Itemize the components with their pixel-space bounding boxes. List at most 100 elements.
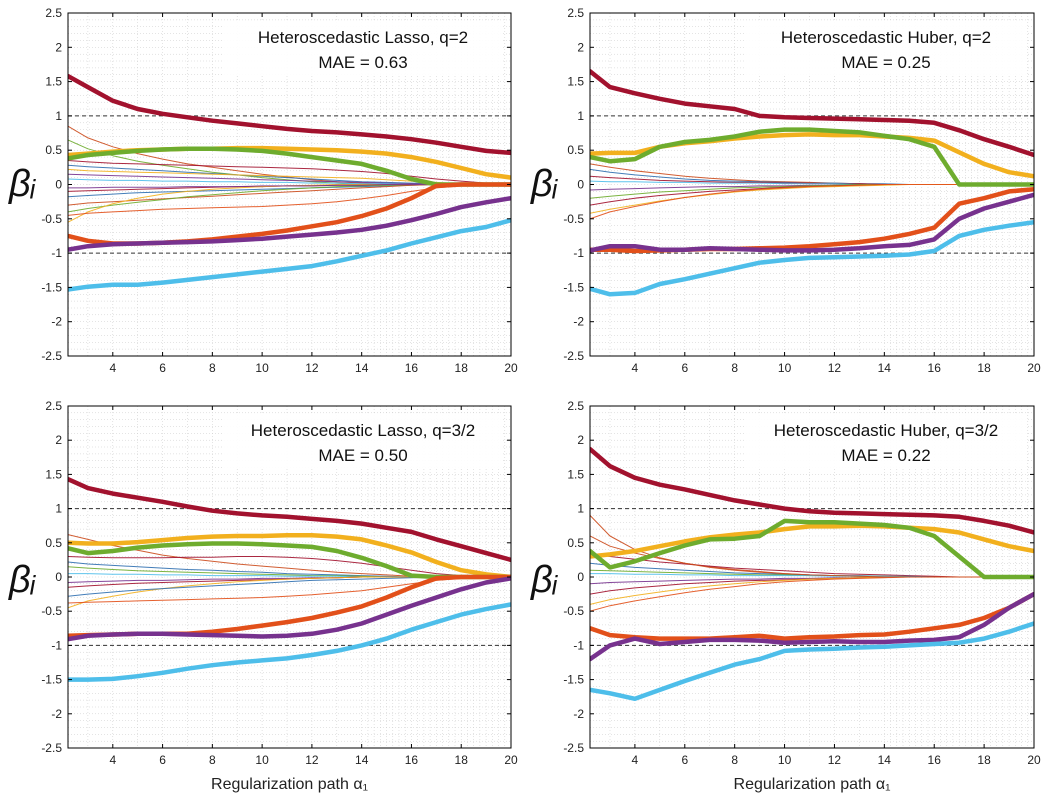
series-line-4 — [590, 187, 1034, 254]
series-line-4 — [68, 574, 511, 639]
y-tick-label: -1 — [51, 246, 62, 260]
series-line-18 — [68, 184, 511, 223]
series-line-9 — [68, 160, 511, 185]
x-tick-label: 16 — [928, 753, 942, 767]
series-line-5 — [68, 576, 511, 642]
series-line-8 — [68, 556, 511, 578]
y-tick-label: -2.5 — [563, 741, 584, 755]
series-line-6 — [68, 217, 511, 292]
series-group — [590, 69, 1034, 297]
y-tick-label: 1 — [577, 109, 584, 123]
series-line-13 — [590, 576, 1034, 595]
series-line-6 — [590, 621, 1034, 702]
x-tick-label: 18 — [455, 753, 469, 767]
y-tick-label: 0 — [55, 570, 62, 584]
y-tick-label: -1.5 — [563, 673, 584, 687]
chart-panel-2: -2.5 -2 -1.5 -1 -0.5 0 0.5 1 1.5 2 2.5 4 6 8 10 12 14 16 1… — [530, 6, 1041, 375]
y-tick-label: 1 — [577, 502, 584, 516]
y-tick-label: 2 — [55, 40, 62, 54]
y-tick-label: 0 — [55, 178, 62, 192]
x-tick-label: 10 — [255, 753, 269, 767]
x-tick-label: 18 — [977, 753, 991, 767]
x-tick-label: 20 — [1027, 361, 1041, 375]
chart-panel-1: -2.5 -2 -1.5 -1 -0.5 0 0.5 1 1.5 2 2.5 4 6 8 10 12 14 16 1… — [8, 6, 518, 375]
y-tick-label: 2.5 — [45, 399, 62, 413]
y-tick-label: 2.5 — [567, 399, 584, 413]
x-tick-label: 14 — [355, 361, 369, 375]
y-tick-label: -1 — [573, 246, 584, 260]
y-tick-label: -1.5 — [41, 673, 62, 687]
series-line-4 — [590, 591, 1034, 641]
x-tick-label: 18 — [977, 361, 991, 375]
y-tick-label: 0.5 — [45, 143, 62, 157]
x-tick-label: 8 — [209, 361, 216, 375]
chart-subtitle: MAE = 0.22 — [841, 446, 930, 465]
series-line-6 — [68, 602, 511, 682]
title-box — [746, 21, 1026, 75]
x-tick-label: 4 — [109, 361, 116, 375]
x-tick-label: 10 — [255, 361, 269, 375]
series-line-6 — [590, 219, 1034, 297]
y-tick-label: 0 — [577, 178, 584, 192]
y-tick-label: 1.5 — [567, 467, 584, 481]
y-tick-label: -2 — [51, 315, 62, 329]
series-line-14 — [590, 184, 1034, 214]
series-line-1 — [590, 446, 1034, 535]
x-tick-label: 6 — [681, 361, 688, 375]
y-axis-label: βᵢ — [8, 559, 37, 601]
series-line-1 — [590, 69, 1034, 158]
y-tick-label: 2.5 — [567, 6, 584, 20]
y-tick-label: 2.5 — [45, 6, 62, 20]
y-tick-label: -1.5 — [563, 280, 584, 294]
y-tick-label: -0.5 — [41, 604, 62, 618]
x-tick-label: 16 — [405, 753, 419, 767]
chart-title: Heteroscedastic Lasso, q=2 — [258, 28, 468, 47]
series-group — [68, 73, 511, 292]
y-tick-label: -2 — [573, 707, 584, 721]
y-tick-label: -1 — [51, 638, 62, 652]
series-line-15 — [590, 576, 1034, 612]
y-tick-label: -1.5 — [41, 280, 62, 294]
series-line-5 — [590, 192, 1034, 253]
y-tick-label: -0.5 — [563, 604, 584, 618]
series-line-2 — [68, 533, 511, 580]
y-tick-label: 0.5 — [567, 143, 584, 157]
x-tick-label: 6 — [681, 753, 688, 767]
series-line-3 — [68, 541, 511, 580]
y-tick-label: 1.5 — [567, 75, 584, 89]
series-line-7 — [590, 163, 1034, 185]
chart-subtitle: MAE = 0.25 — [841, 53, 930, 72]
x-tick-label: 14 — [878, 361, 892, 375]
y-axis-label: βᵢ — [8, 163, 37, 205]
y-tick-label: 0.5 — [45, 536, 62, 550]
x-tick-label: 12 — [305, 361, 319, 375]
series-line-1 — [68, 73, 511, 156]
y-axis-label: βᵢ — [530, 559, 559, 601]
y-tick-label: -2.5 — [563, 349, 584, 363]
x-tick-label: 4 — [109, 753, 116, 767]
x-tick-label: 18 — [455, 361, 469, 375]
title-box — [746, 414, 1026, 468]
y-axis-label: βᵢ — [530, 163, 559, 205]
y-tick-label: 0.5 — [567, 536, 584, 550]
x-tick-label: 16 — [405, 361, 419, 375]
y-tick-label: -0.5 — [41, 212, 62, 226]
series-line-2 — [590, 132, 1034, 179]
x-tick-label: 14 — [878, 753, 892, 767]
series-line-5 — [68, 195, 511, 252]
x-tick-label: 12 — [305, 753, 319, 767]
y-tick-label: 1.5 — [45, 467, 62, 481]
x-tick-label: 20 — [504, 361, 518, 375]
y-tick-label: -2.5 — [41, 349, 62, 363]
title-box — [223, 21, 503, 75]
chart-title: Heteroscedastic Lasso, q=3/2 — [251, 421, 475, 440]
title-box — [223, 414, 503, 468]
x-tick-label: 6 — [159, 361, 166, 375]
chart-panel-4: -2.5 -2 -1.5 -1 -0.5 0 0.5 1 1.5 2 2.5 4 6 8 10 12 14 16 1… — [530, 399, 1041, 793]
x-tick-label: 4 — [632, 361, 639, 375]
y-tick-label: 2 — [55, 433, 62, 447]
series-group — [68, 476, 511, 682]
x-tick-label: 20 — [504, 753, 518, 767]
x-tick-label: 16 — [928, 361, 942, 375]
